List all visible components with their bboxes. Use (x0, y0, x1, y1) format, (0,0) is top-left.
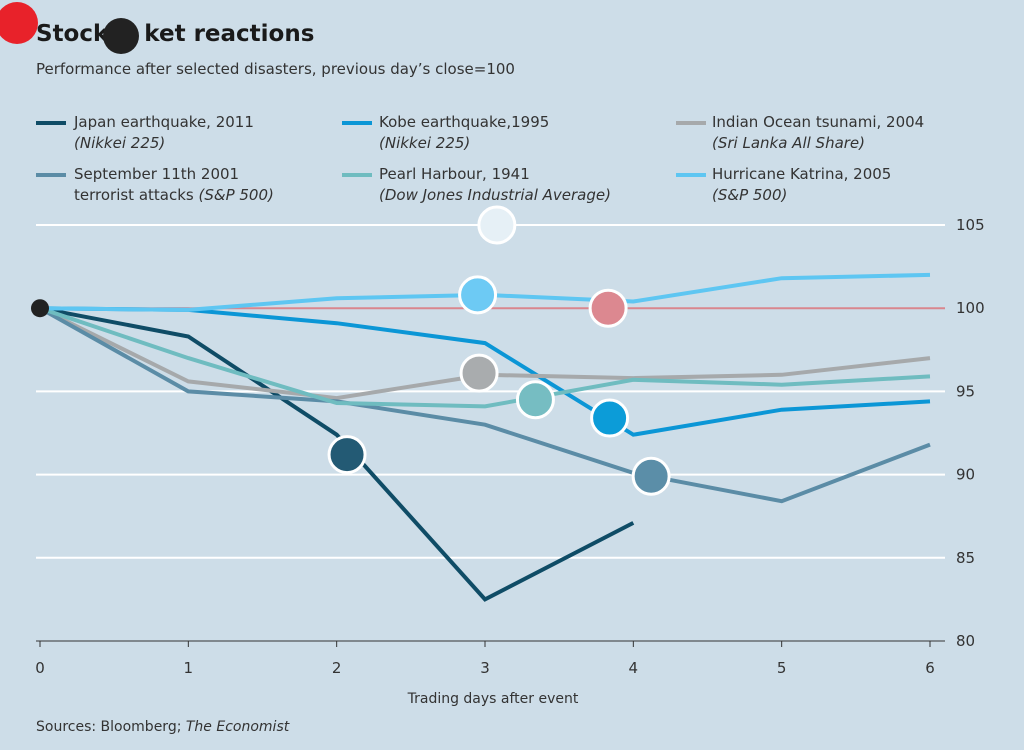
chart-marker-0 (31, 299, 49, 318)
x-tick-label-0: 0 (35, 659, 45, 677)
chart-marker-7 (590, 398, 630, 438)
y-tick-label-85: 85 (956, 549, 975, 567)
chart-marker-2 (477, 205, 517, 245)
source-italic: The Economist (185, 719, 290, 735)
source-note: Sources: Bloomberg; The Economist (36, 719, 289, 735)
chart-marker-4 (588, 288, 628, 328)
legend-item-tsunami: Indian Ocean tsunami, 2004 (Sri Lanka Al… (712, 112, 924, 154)
y-tick-label-95: 95 (956, 382, 975, 400)
legend-swatch-sept11 (36, 173, 66, 177)
legend-label-pearl: Pearl Harbour, 1941 (379, 165, 530, 183)
legend-item-pearl: Pearl Harbour, 1941 (Dow Jones Industria… (379, 164, 611, 206)
legend-sub-katrina: (S&P 500) (712, 186, 788, 204)
x-tick-label-6: 6 (925, 659, 935, 677)
series-line-0 (39, 306, 635, 602)
legend-swatch-japan (36, 121, 66, 125)
legend-swatch-pearl (342, 173, 372, 177)
chart-marker-8 (631, 456, 671, 496)
source-prefix: Sources: Bloomberg; (36, 719, 186, 735)
legend-item-kobe: Kobe earthquake,1995 (Nikkei 225) (379, 112, 549, 154)
legend-label-kobe: Kobe earthquake,1995 (379, 113, 550, 131)
series-line-4 (39, 306, 931, 409)
black-dot-marker (103, 18, 139, 54)
legend-sub-kobe: (Nikkei 225) (379, 134, 471, 152)
legend-sub-plain-sept11: terrorist attacks (74, 186, 199, 204)
legend-swatch-katrina (676, 173, 706, 177)
series-line-3 (39, 306, 931, 504)
chart-subtitle: Performance after selected disasters, pr… (36, 60, 515, 78)
legend-swatch-kobe (342, 121, 372, 125)
legend-label-sept11: September 11th 2001 (74, 165, 240, 183)
legend-sub-pearl: (Dow Jones Industrial Average) (379, 186, 611, 204)
legend-sub-japan: (Nikkei 225) (74, 134, 166, 152)
x-tick-label-2: 2 (332, 659, 342, 677)
title-part-2: ket reactions (144, 21, 315, 47)
x-tick-label-4: 4 (629, 659, 639, 677)
legend-item-sept11: September 11th 2001 terrorist attacks (S… (74, 164, 274, 206)
chart-marker-3 (458, 275, 498, 315)
y-tick-label-80: 80 (956, 632, 975, 650)
x-axis-title: Trading days after event (407, 691, 579, 707)
legend-item-katrina: Hurricane Katrina, 2005 (S&P 500) (712, 164, 891, 206)
legend-label-katrina: Hurricane Katrina, 2005 (712, 165, 892, 183)
y-tick-label-105: 105 (956, 216, 985, 234)
chart-marker-1 (327, 435, 367, 475)
chart-marker-6 (515, 380, 555, 420)
x-tick-label-3: 3 (480, 659, 490, 677)
legend-label-tsunami: Indian Ocean tsunami, 2004 (712, 113, 925, 131)
legend-label-japan: Japan earthquake, 2011 (74, 113, 254, 131)
y-tick-label-100: 100 (956, 299, 985, 317)
x-tick-label-1: 1 (184, 659, 194, 677)
y-tick-label-90: 90 (956, 466, 975, 484)
x-tick-label-5: 5 (777, 659, 787, 677)
red-dot-marker (0, 2, 38, 44)
chart-title: Stock ket reactions (36, 21, 314, 47)
legend-sub-tsunami: (Sri Lanka All Share) (712, 134, 866, 152)
legend-item-japan: Japan earthquake, 2011 (Nikkei 225) (74, 112, 254, 154)
legend-swatch-tsunami (676, 121, 706, 125)
title-part-1: Stock (36, 21, 109, 47)
legend-sub-sept11: (S&P 500) (198, 186, 274, 204)
chart-marker-5 (459, 353, 499, 393)
